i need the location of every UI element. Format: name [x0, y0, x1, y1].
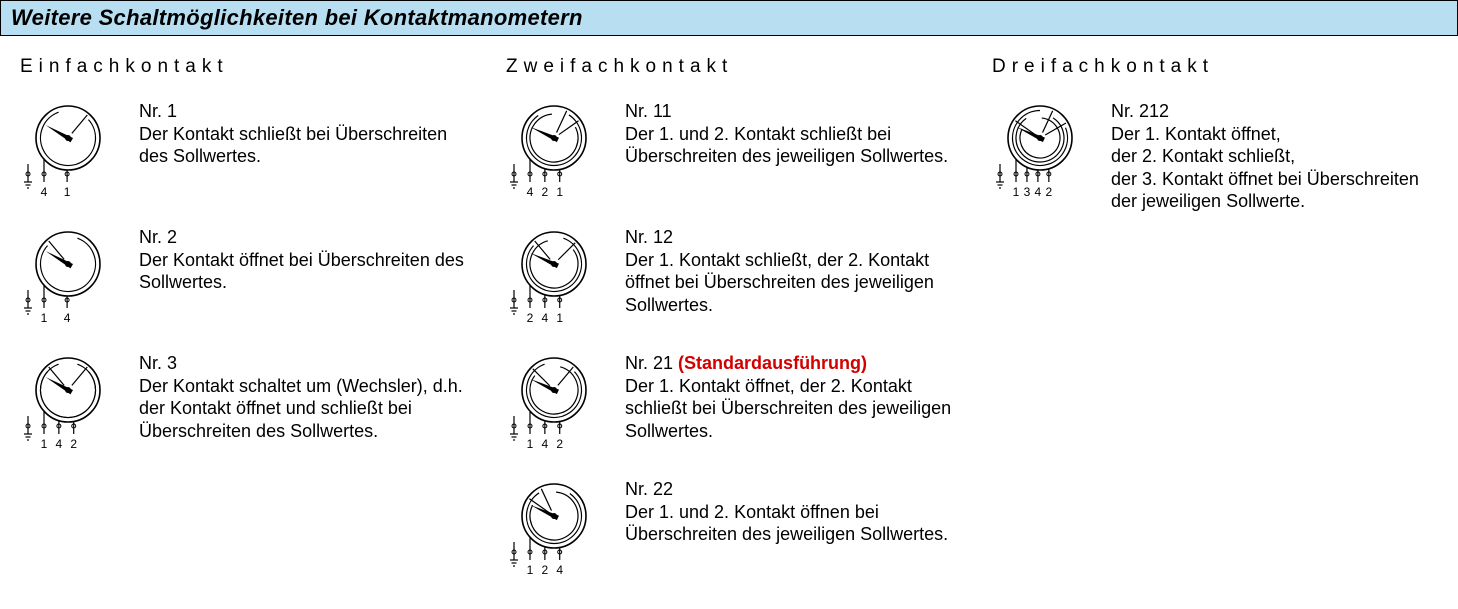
variant-text: Nr. 1 Der Kontakt schließt bei Über­schre… [139, 100, 466, 198]
variant-number: Nr. 1 [139, 101, 177, 121]
svg-text:1: 1 [556, 311, 563, 324]
svg-text:4: 4 [527, 185, 534, 198]
contact-variant: 241 Nr. 12 Der 1. Kontakt schließt, der 2.… [506, 226, 952, 324]
contact-variant: 124 Nr. 22 Der 1. und 2. Kontakt öffnen be… [506, 478, 952, 576]
svg-text:1: 1 [527, 437, 534, 450]
svg-text:2: 2 [70, 437, 77, 450]
svg-text:2: 2 [527, 311, 534, 324]
svg-text:2: 2 [542, 185, 549, 198]
gauge-icon: 124 [506, 478, 601, 576]
variant-highlight: (Standardausführung) [678, 353, 867, 373]
variant-text: Nr. 21 (Standardausführung) Der 1. Kontak… [625, 352, 952, 450]
gauge-icon: 41 [20, 100, 115, 198]
variant-text: Nr. 212 Der 1. Kontakt öffnet,der 2. Kont… [1111, 100, 1438, 213]
column: Einfachkontakt41Nr. 1Der Kontakt schließ… [20, 46, 466, 604]
variant-text: Nr. 12 Der 1. Kontakt schließt, der 2. Ko… [625, 226, 952, 324]
section-header: Weitere Schaltmöglichkeiten bei Kontaktm… [0, 0, 1458, 36]
svg-text:3: 3 [1024, 185, 1031, 198]
section-title: Weitere Schaltmöglichkeiten bei Kontaktm… [11, 5, 583, 30]
svg-text:1: 1 [41, 437, 48, 450]
variant-number: Nr. 212 [1111, 101, 1169, 121]
svg-text:1: 1 [64, 185, 71, 198]
contact-variant: 142 Nr. 21 (Standardausführung) Der 1. Kon… [506, 352, 952, 450]
contact-variant: 142 Nr. 3 Der Kontakt schaltet um (Wechs­l… [20, 352, 466, 450]
svg-text:4: 4 [1035, 185, 1042, 198]
variant-description: Der Kontakt schließt bei Über­schreiten … [139, 124, 447, 167]
variant-number: Nr. 21 [625, 353, 673, 373]
svg-text:4: 4 [41, 185, 48, 198]
columns-container: Einfachkontakt41Nr. 1Der Kontakt schließ… [0, 36, 1458, 604]
variant-number: Nr. 3 [139, 353, 177, 373]
svg-text:4: 4 [56, 437, 63, 450]
variant-number: Nr. 12 [625, 227, 673, 247]
column-heading: Zweifachkontakt [506, 56, 952, 78]
variant-description: Der 1. Kontakt öffnet, der 2. Kontakt sc… [625, 376, 951, 441]
column: Dreifachkontakt 1342 Nr. 212 Der 1. Kontakt… [992, 46, 1438, 604]
variant-description: Der 1. Kontakt schließt, der 2. Kontakt … [625, 250, 934, 315]
variant-number: Nr. 11 [625, 101, 672, 121]
gauge-icon: 142 [506, 352, 601, 450]
variant-description: Der Kontakt schaltet um (Wechs­ler), d.h… [139, 376, 463, 441]
svg-text:2: 2 [542, 563, 549, 576]
variant-description: Der 1. und 2. Kontakt öffnen bei Übersch… [625, 502, 948, 545]
variant-description: Der 1. und 2. Kontakt schließt bei Übers… [625, 124, 948, 167]
variant-text: Nr. 3 Der Kontakt schaltet um (Wechs­ler)… [139, 352, 466, 450]
column-heading: Einfachkontakt [20, 56, 466, 78]
gauge-icon: 14 [20, 226, 115, 324]
contact-variant: 41Nr. 1Der Kontakt schließt bei Über­sch… [20, 100, 466, 198]
variant-text: Nr. 2 Der Kontakt öffnet bei Überschrei­t… [139, 226, 466, 324]
gauge-icon: 1342 [992, 100, 1087, 213]
column: Zweifachkontakt421Nr. 11Der 1. und 2. Ko… [506, 46, 952, 604]
variant-text: Nr. 11 Der 1. und 2. Kontakt schließt bei… [625, 100, 952, 198]
gauge-icon: 421 [506, 100, 601, 198]
svg-text:1: 1 [41, 311, 48, 324]
contact-variant: 14Nr. 2Der Kontakt öffnet bei Überschrei… [20, 226, 466, 324]
svg-text:2: 2 [556, 437, 563, 450]
contact-variant: 421 Nr. 11 Der 1. und 2. Kontakt schließt … [506, 100, 952, 198]
svg-text:1: 1 [556, 185, 563, 198]
contact-variant: 1342 Nr. 212 Der 1. Kontakt öffnet,der 2. … [992, 100, 1438, 213]
column-heading: Dreifachkontakt [992, 56, 1438, 78]
svg-text:4: 4 [542, 311, 549, 324]
svg-text:4: 4 [64, 311, 71, 324]
variant-number: Nr. 22 [625, 479, 673, 499]
svg-text:1: 1 [527, 563, 534, 576]
variant-number: Nr. 2 [139, 227, 177, 247]
gauge-icon: 241 [506, 226, 601, 324]
variant-description: Der 1. Kontakt öffnet,der 2. Kontakt sch… [1111, 124, 1419, 212]
gauge-icon: 142 [20, 352, 115, 450]
svg-text:4: 4 [556, 563, 563, 576]
svg-text:4: 4 [542, 437, 549, 450]
variant-description: Der Kontakt öffnet bei Überschrei­ten de… [139, 250, 464, 293]
svg-text:1: 1 [1013, 185, 1020, 198]
variant-text: Nr. 22 Der 1. und 2. Kontakt öffnen bei Ü… [625, 478, 952, 576]
svg-text:2: 2 [1045, 185, 1052, 198]
